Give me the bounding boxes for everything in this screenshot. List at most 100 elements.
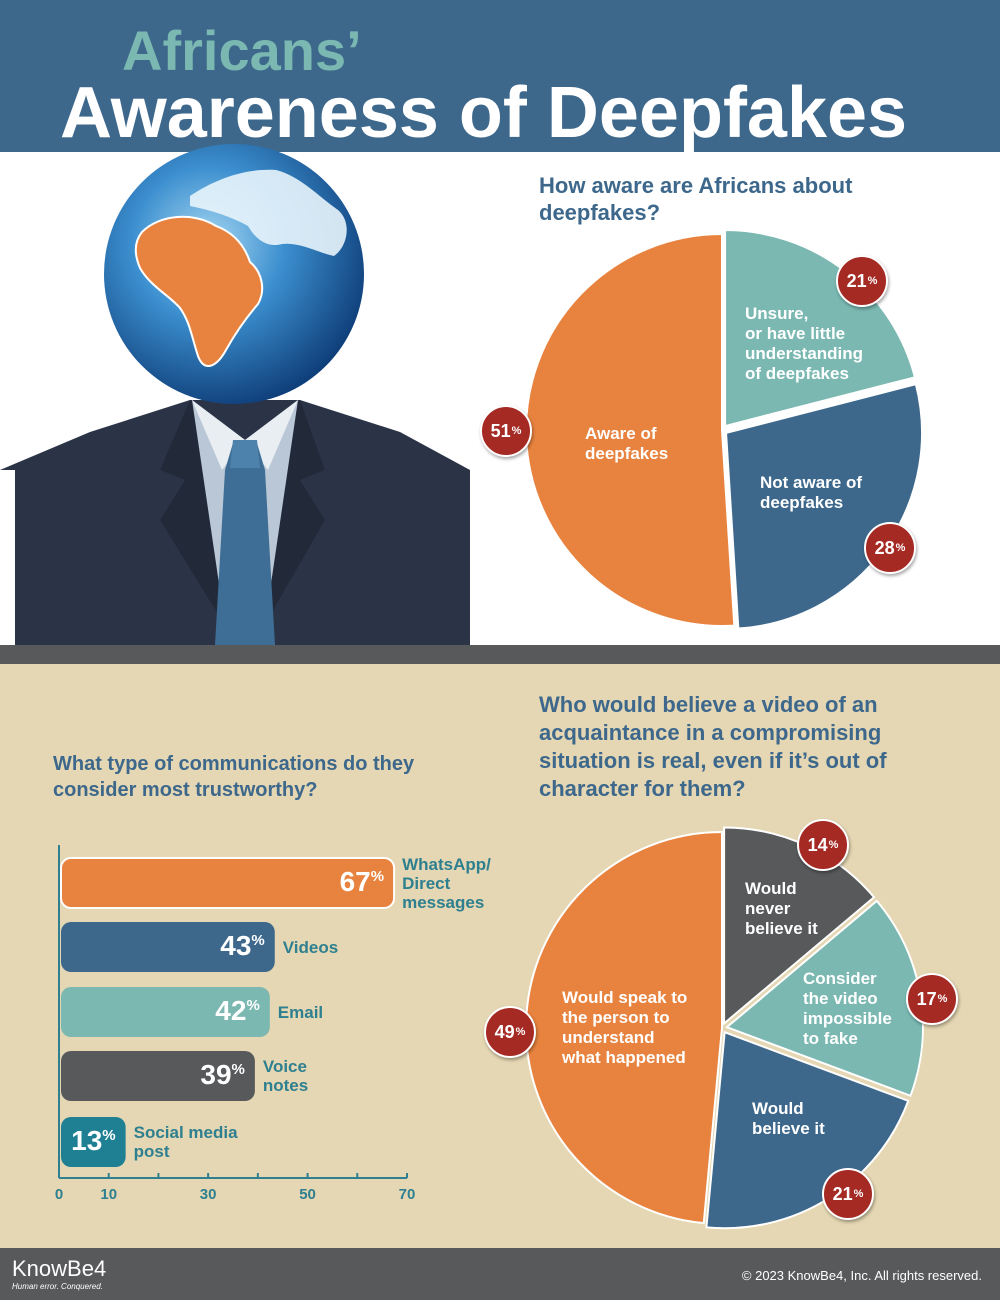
eurasia-shape [190, 169, 347, 256]
slice-label-line: Not aware of [760, 473, 863, 492]
logo-tagline: Human error. Conquered. [12, 1282, 103, 1291]
x-tick-label: 70 [398, 1186, 416, 1203]
copyright-text: © 2023 KnowBe4, Inc. All rights reserved… [741, 1268, 982, 1283]
bar-label-whatsapp-direct-messages: WhatsApp/Direct messages [402, 855, 491, 912]
bar-label-line: notes [262, 1076, 309, 1095]
x-tick-label: 0 [54, 1186, 64, 1203]
africa-shape [134, 215, 264, 367]
slice-label-line: of deepfakes [745, 364, 849, 383]
percent-sign: % [246, 997, 260, 1014]
bar-label-line: post [133, 1142, 170, 1161]
slice-label-line: Unsure, [745, 304, 809, 323]
awareness-question: How aware are Africans about deepfakes? [539, 173, 853, 225]
percent-sign: % [511, 425, 522, 437]
slice-label-aware-of-deepfakes: Aware of deepfakes [585, 424, 668, 464]
percent-value: 21 [846, 270, 867, 291]
percent-badge-consider-the-video-impossible-to-fake: 17% [906, 973, 958, 1025]
necktie [215, 443, 275, 645]
slice-label-would-believe-it: Would believe it [752, 1099, 825, 1139]
percent-sign: % [231, 1061, 245, 1078]
percent-sign: % [102, 1127, 116, 1144]
slice-label-not-aware-of-deepfakes: Not aware of deepfakes [760, 473, 862, 513]
bar-label-videos: Videos [283, 938, 338, 957]
percent-badge-unsure-or-have-little-understanding-of-deepfakes: 21% [836, 255, 888, 307]
bar-value-voice-notes: 39% [61, 1059, 245, 1091]
footer-bar [0, 1248, 1000, 1300]
percent-badge-not-aware-of-deepfakes: 28% [864, 522, 916, 574]
slice-label-line: Would [745, 879, 797, 898]
bar-value-number: 43 [220, 930, 252, 961]
bar-value-videos: 43% [61, 930, 265, 962]
percent-sign: % [853, 1188, 864, 1200]
bar-label-line: Voice [262, 1057, 307, 1076]
knowbe4-logo: KnowBe4 [12, 1256, 107, 1281]
slice-label-line: Consider [803, 969, 877, 988]
title-line-1: Africans’ [122, 19, 362, 82]
bar-label-line: Direct [402, 873, 451, 893]
percent-value: 14 [807, 834, 828, 855]
percent-badge-would-never-believe-it: 14% [797, 819, 849, 871]
trust-bar-chart [58, 845, 408, 1179]
x-tick-label: 50 [299, 1186, 316, 1203]
slice-label-line: never [745, 899, 791, 918]
slice-label-line: understand [562, 1028, 655, 1047]
x-tick-label: 10 [100, 1186, 118, 1203]
bar-label-line: Social media [133, 1123, 238, 1142]
slice-label-line: or have little [745, 324, 846, 343]
percent-sign: % [937, 993, 948, 1005]
bar-whatsapp-direct-messages [60, 857, 396, 909]
belief-question: Who would believe a video of an acquaint… [539, 692, 887, 801]
trust-question: What type of communications do they cons… [53, 753, 415, 801]
bar-label-line: Email [277, 1002, 324, 1022]
bar-value-email: 42% [61, 995, 260, 1027]
percent-sign: % [895, 542, 906, 554]
bar-value-social-media-post: 13% [61, 1125, 116, 1157]
slice-label-would-speak-to-the-person-to-understand-what-happened: Would speak to the person to understand wha… [562, 988, 687, 1068]
slice-label-line: the person to [562, 1008, 670, 1027]
slice-label-line: what happened [562, 1048, 686, 1067]
slice-label-line: to fake [803, 1029, 858, 1048]
slice-label-line: deepfakes [760, 493, 844, 512]
slice-label-line: deepfakes [585, 444, 669, 463]
bar-label-line: messages [402, 892, 485, 912]
slice-label-line: Would speak to [562, 988, 688, 1007]
bar-videos [61, 922, 275, 972]
bar-value-number: 42 [215, 995, 247, 1026]
bar-email [61, 987, 270, 1037]
slice-label-consider-the-video-impossible-to-fake: Consider the video impossible to fake [803, 969, 892, 1049]
bar-value-number: 67 [339, 866, 371, 897]
bar-label-email: Email [278, 1003, 323, 1022]
belief-pie-chart [524, 826, 924, 1230]
bar-value-number: 39 [200, 1059, 232, 1090]
slice-label-unsure-or-have-little-understanding-of-deepfakes: Unsure, or have little understanding of dee… [745, 304, 863, 384]
bar-label-line: WhatsApp/ [402, 854, 491, 874]
title-line-2: Awareness of Deepfakes [60, 73, 908, 153]
bar-value-number: 13 [71, 1125, 103, 1156]
slice-label-line: Would [752, 1099, 804, 1118]
slice-label-line: believe it [745, 919, 818, 938]
bar-value-whatsapp-direct-messages: 67% [61, 866, 385, 898]
bar-social-media-post [61, 1117, 126, 1167]
percent-value: 28 [874, 537, 895, 558]
percent-badge-would-believe-it: 21% [822, 1168, 874, 1220]
percent-value: 51 [490, 420, 511, 441]
bar-label-voice-notes: Voice notes [263, 1057, 308, 1095]
percent-value: 49 [494, 1021, 515, 1042]
percent-value: 17 [916, 988, 937, 1009]
percent-sign: % [867, 275, 878, 287]
percent-value: 21 [832, 1183, 853, 1204]
bar-label-social-media-post: Social media post [134, 1123, 238, 1161]
header-banner [0, 0, 1000, 152]
percent-sign: % [370, 868, 385, 885]
awareness-pie-chart [525, 229, 924, 630]
slice-label-line: impossible [803, 1009, 892, 1028]
bar-voice-notes [61, 1051, 255, 1101]
necktie-knot [230, 440, 260, 468]
slice-label-line: believe it [752, 1119, 825, 1138]
slice-label-would-never-believe-it: Would never believe it [745, 879, 818, 939]
percent-sign: % [515, 1026, 526, 1038]
slice-label-line: Aware of [585, 424, 657, 443]
percent-badge-aware-of-deepfakes: 51% [480, 405, 532, 457]
bar-label-line: Videos [282, 937, 339, 957]
